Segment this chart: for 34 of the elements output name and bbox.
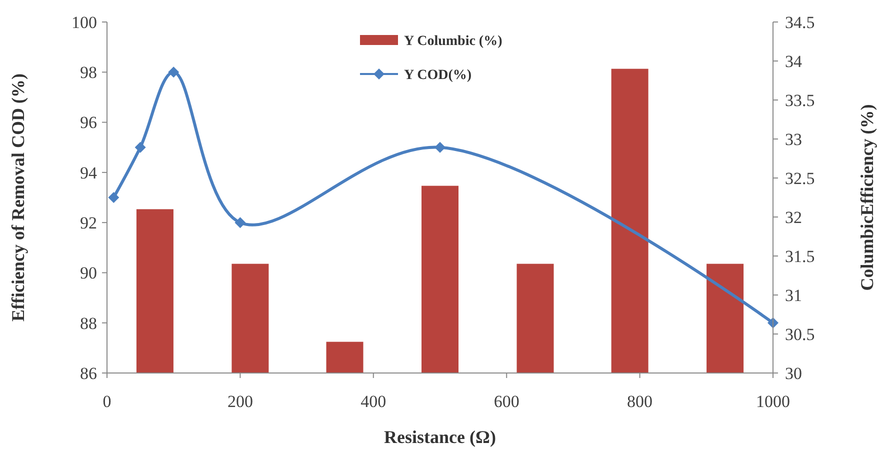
x-tick-label: 0	[102, 392, 112, 411]
y-tick-label: 100	[72, 12, 97, 32]
y-axis-title: Efficiency of Removal COD (%)	[8, 74, 28, 322]
y-tick-label: 94	[80, 163, 98, 182]
x-tick-label: 1000	[756, 392, 790, 411]
y2-tick-label: 34	[785, 52, 802, 71]
point	[108, 192, 120, 203]
legend-label: Y Columbic (%)	[404, 34, 503, 49]
point	[434, 142, 446, 153]
x-tick-label: 800	[627, 392, 653, 411]
y2-tick-label: 32.5	[785, 168, 815, 188]
point	[168, 66, 180, 78]
y2-axis-title: ColumbicEfficiency (%)	[857, 104, 877, 291]
y-tick-label: 98	[80, 63, 97, 82]
y2-tick-label: 33.5	[785, 90, 815, 110]
y-tick-label: 92	[80, 214, 97, 233]
y2-tick-label: 30	[785, 364, 802, 383]
x-axis-title: Resistance (Ω)	[384, 427, 496, 447]
point	[234, 217, 246, 228]
y-tick-label: 86	[80, 364, 97, 383]
x-tick-label: 400	[360, 392, 386, 411]
y-tick-label: 96	[80, 113, 97, 132]
y2-tick-label: 34.5	[785, 12, 815, 32]
legend-label: Y COD(%)	[404, 68, 472, 83]
y2-tick-label: 31.5	[785, 246, 815, 266]
point	[134, 142, 146, 153]
y2-tick-label: 30.5	[785, 324, 815, 344]
x-tick-label: 200	[227, 392, 253, 411]
x-tick-label: 600	[494, 392, 520, 411]
y-tick-label: 88	[80, 314, 97, 333]
y-tick-label: 90	[80, 264, 97, 283]
y2-tick-label: 31	[785, 286, 802, 305]
y2-tick-label: 33	[785, 130, 802, 149]
y2-tick-label: 32	[785, 208, 802, 227]
